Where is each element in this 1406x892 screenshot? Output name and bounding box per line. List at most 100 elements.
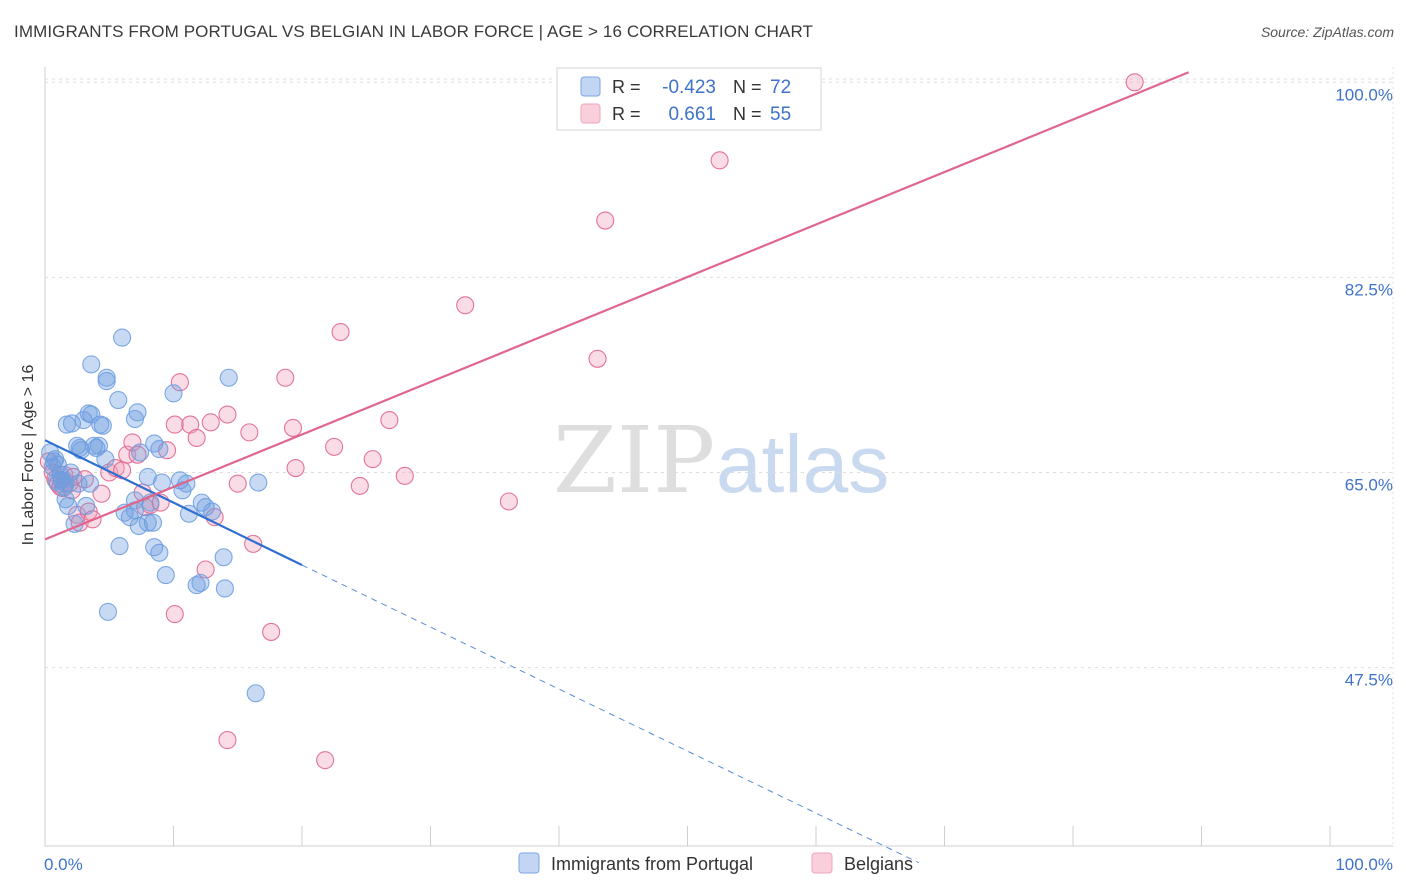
bottom-legend-label-portugal: Immigrants from Portugal xyxy=(551,854,753,874)
portugal-point-31 xyxy=(109,390,128,410)
y-tick-label-0: 100.0% xyxy=(1335,85,1393,104)
portugal-point-68 xyxy=(56,474,75,493)
portugal-point-30 xyxy=(97,372,116,391)
belgians-point-43 xyxy=(350,476,369,495)
portugal-point-51 xyxy=(164,384,183,403)
belgians-point-37 xyxy=(262,622,281,641)
belgians-point-55 xyxy=(1125,73,1144,92)
legend-swatch-pink xyxy=(580,103,601,124)
belgians-point-42 xyxy=(331,322,350,342)
portugal-point-49 xyxy=(150,543,169,562)
belgians-point-14 xyxy=(92,484,111,503)
portugal-point-59 xyxy=(203,502,222,521)
series-belgians-points xyxy=(39,73,1144,770)
belgians-point-46 xyxy=(395,466,414,485)
belgians-point-44 xyxy=(363,450,382,469)
belgians-point-51 xyxy=(710,151,729,170)
portugal-point-37 xyxy=(145,434,164,453)
legend-box xyxy=(556,67,822,131)
bottom-legend-label-belgians: Belgians xyxy=(844,854,913,874)
portugal-point-65 xyxy=(246,684,265,703)
trend-line-portugal xyxy=(44,439,303,567)
legend-r-value-1: -0.423 xyxy=(662,77,716,98)
belgians-point-38 xyxy=(276,368,295,387)
belgians-point-54 xyxy=(316,751,335,770)
belgians-point-49 xyxy=(588,349,607,368)
belgians-point-39 xyxy=(283,418,303,437)
belgians-point-20 xyxy=(128,445,147,464)
legend-n-value-1: 72 xyxy=(770,77,791,98)
belgians-point-17 xyxy=(113,461,132,480)
portugal-point-8 xyxy=(59,496,78,516)
belgians-point-27 xyxy=(170,373,189,392)
portugal-point-60 xyxy=(214,548,233,567)
belgians-point-48 xyxy=(499,492,518,511)
portugal-point-34 xyxy=(128,403,147,422)
portugal-point-12 xyxy=(57,415,76,434)
portugal-point-32 xyxy=(113,328,132,347)
portugal-point-35 xyxy=(131,443,150,462)
watermark-atlas: atlas xyxy=(716,419,889,510)
belgians-point-35 xyxy=(240,423,259,442)
portugal-point-64 xyxy=(98,602,118,621)
belgians-point-26 xyxy=(165,415,184,434)
y-tick-labels: 100.0% 82.5% 65.0% 47.5% xyxy=(1335,85,1393,689)
portugal-point-46 xyxy=(143,513,162,532)
chart-title: IMMIGRANTS FROM PORTUGAL VS BELGIAN IN L… xyxy=(14,22,814,41)
legend-r-value-2: 0.661 xyxy=(668,104,716,125)
portugal-point-62 xyxy=(219,368,238,387)
legend-top: R = -0.423 N = 72 R = 0.661 N = 55 xyxy=(556,67,822,131)
belgians-point-45 xyxy=(380,411,399,430)
legend-r-label-1: R = xyxy=(612,77,641,97)
belgians-point-31 xyxy=(201,413,220,432)
belgians-point-47 xyxy=(456,296,475,315)
belgians-point-33 xyxy=(218,405,237,424)
belgians-point-53 xyxy=(218,731,237,750)
y-tick-label-3: 47.5% xyxy=(1345,671,1393,690)
portugal-point-56 xyxy=(191,573,210,592)
portugal-point-63 xyxy=(249,473,268,492)
portugal-point-48 xyxy=(145,538,164,557)
portugal-point-28 xyxy=(82,355,101,374)
watermark-zip: ZIP xyxy=(553,407,715,514)
portugal-point-50 xyxy=(156,566,175,585)
portugal-point-36 xyxy=(138,467,157,487)
legend-bottom: Immigrants from Portugal Belgians xyxy=(518,852,913,874)
belgians-point-30 xyxy=(196,560,215,579)
portugal-point-27 xyxy=(77,496,96,516)
portugal-point-23 xyxy=(96,450,115,469)
y-tick-label-1: 82.5% xyxy=(1345,280,1393,299)
legend-n-label-1: N = xyxy=(733,77,762,97)
portugal-point-45 xyxy=(138,513,157,532)
belgians-point-52 xyxy=(165,605,184,624)
watermark: ZIP atlas xyxy=(553,407,889,514)
portugal-point-47 xyxy=(110,537,129,556)
legend-n-value-2: 55 xyxy=(770,104,791,125)
source-credit: Source: ZipAtlas.com xyxy=(1260,24,1394,40)
portugal-point-61 xyxy=(215,579,234,598)
portugal-point-17 xyxy=(82,405,101,424)
belgians-point-29 xyxy=(187,428,206,447)
bottom-legend-swatch-pink xyxy=(811,852,833,874)
belgians-point-34 xyxy=(228,474,247,493)
legend-n-label-2: N = xyxy=(733,104,762,124)
trend-line-belgians xyxy=(44,71,1190,541)
belgians-point-41 xyxy=(325,437,344,456)
series-portugal-points xyxy=(41,328,268,703)
trend-lines xyxy=(44,71,1190,864)
portugal-point-10 xyxy=(44,452,64,471)
trend-line-portugal-extension xyxy=(301,564,920,864)
portugal-point-69 xyxy=(71,441,91,460)
x-ticks xyxy=(173,826,1331,846)
belgians-point-50 xyxy=(596,211,615,230)
legend-swatch-blue xyxy=(580,76,601,97)
portugal-point-22 xyxy=(93,416,112,435)
x-tick-label-left: 0.0% xyxy=(44,855,83,874)
legend-r-label-2: R = xyxy=(612,104,641,124)
belgians-point-40 xyxy=(286,459,305,478)
bottom-legend-swatch-blue xyxy=(518,852,540,874)
y-tick-label-2: 65.0% xyxy=(1345,476,1393,495)
x-tick-label-right: 100.0% xyxy=(1335,855,1393,874)
portugal-point-38 xyxy=(150,440,169,459)
